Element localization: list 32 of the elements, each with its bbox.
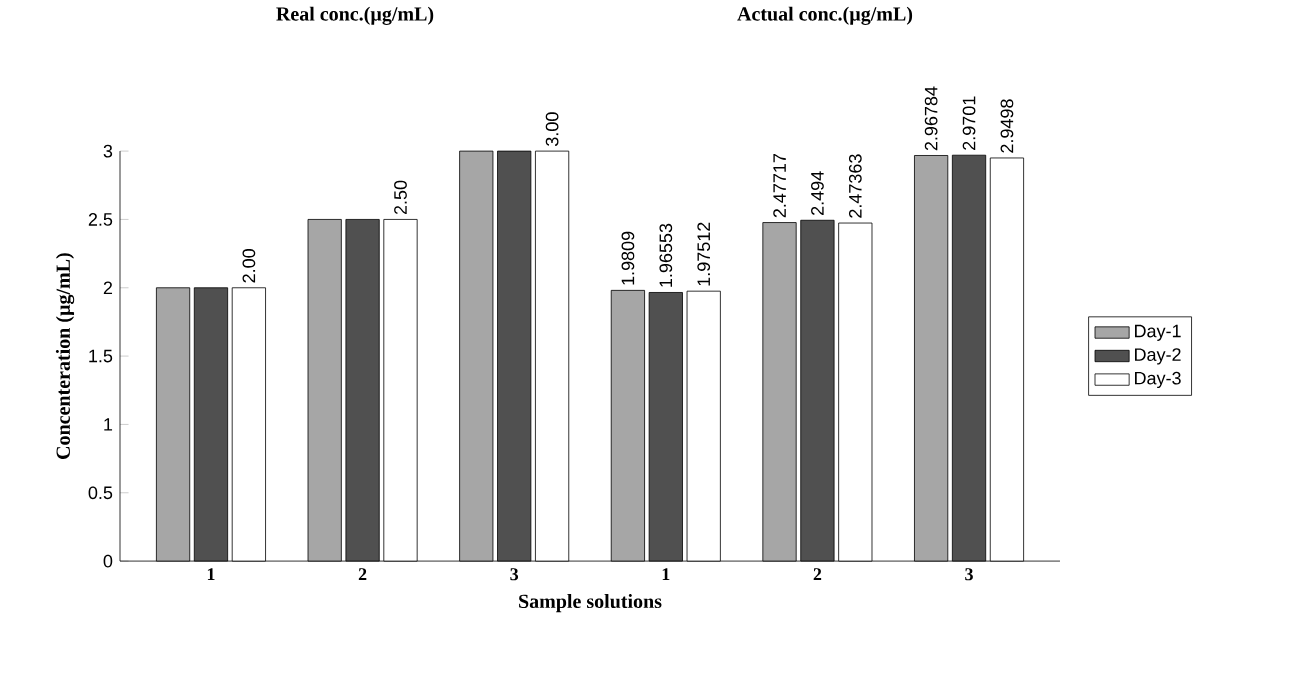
data-label: 1.9809 bbox=[621, 231, 635, 285]
y-tick-label: 3 bbox=[103, 144, 113, 158]
y-tick-label: 0 bbox=[103, 554, 113, 568]
x-tick-label: 2 bbox=[358, 568, 367, 581]
data-label: 2.47363 bbox=[848, 154, 862, 218]
data-label: 2.9498 bbox=[1000, 99, 1014, 153]
data-label: 1.97512 bbox=[697, 222, 711, 286]
y-tick-label: 1 bbox=[104, 418, 113, 431]
legend-label: Day-2 bbox=[1135, 348, 1181, 365]
x-tick-label: 2 bbox=[813, 568, 822, 581]
legend-label: Day-3 bbox=[1135, 371, 1181, 389]
text: Actual conc.(µg/mL) bbox=[737, 6, 913, 25]
data-label: 2.96784 bbox=[924, 86, 938, 151]
data-label: 2.00 bbox=[242, 248, 256, 283]
x-tick-label: 1 bbox=[207, 568, 215, 580]
legend-label: Day-1 bbox=[1135, 324, 1181, 341]
y-tick-label: 2 bbox=[103, 281, 113, 294]
y-tick-label: 1.5 bbox=[89, 349, 113, 363]
y-tick-label: 2.5 bbox=[88, 213, 113, 226]
y-axis-title: Concenteration (µg/mL) bbox=[55, 253, 75, 459]
data-label: 2.9701 bbox=[962, 96, 976, 150]
x-axis-title: Sample solutions bbox=[519, 593, 662, 613]
text: Real conc.(µg/mL) bbox=[276, 6, 434, 25]
y-tick-label: 0.5 bbox=[88, 486, 113, 500]
data-label: 1.96553 bbox=[659, 223, 673, 287]
x-tick-label: 3 bbox=[510, 568, 519, 581]
x-tick-label: 3 bbox=[965, 568, 973, 581]
data-label: 2.47717 bbox=[773, 153, 786, 218]
data-label: 2.494 bbox=[811, 171, 824, 215]
x-tick-label: 1 bbox=[662, 568, 670, 580]
data-label: 3.00 bbox=[545, 112, 559, 146]
data-label: 2.50 bbox=[394, 180, 407, 215]
